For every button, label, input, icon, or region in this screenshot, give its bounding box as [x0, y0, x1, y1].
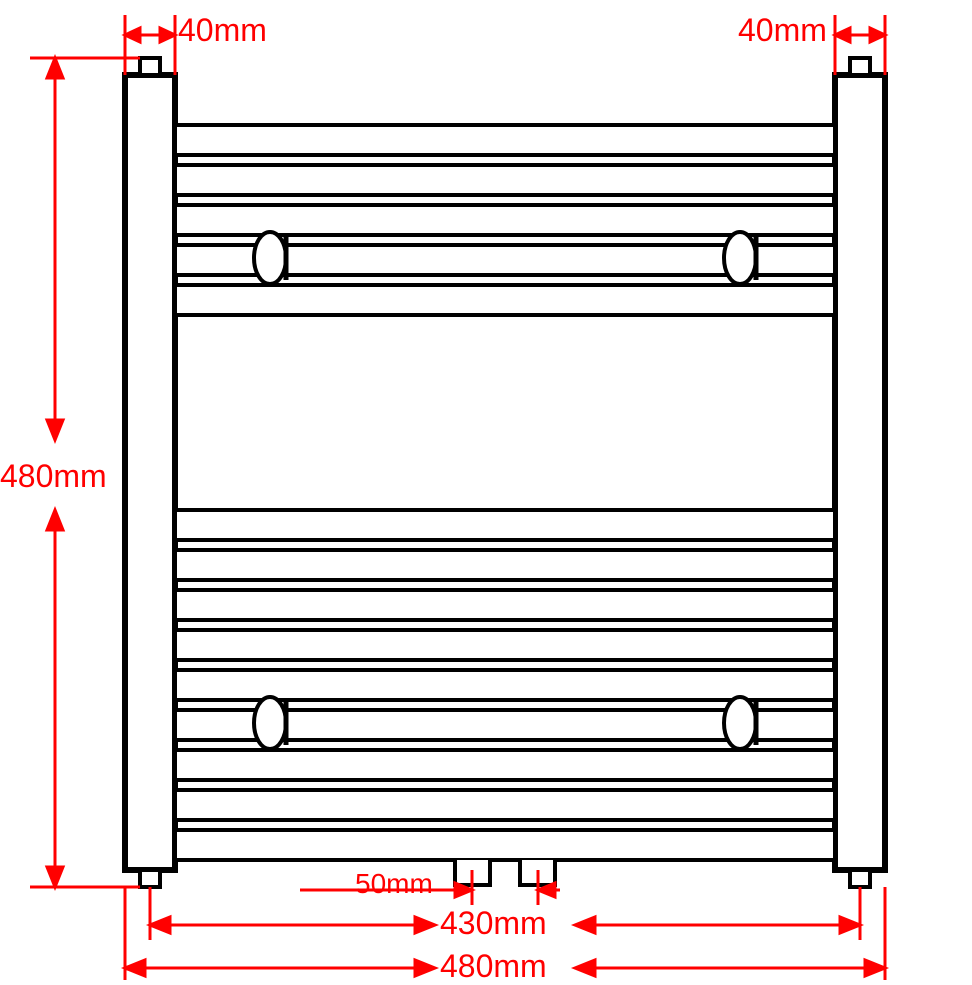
- dim-height: 480mm: [0, 458, 107, 495]
- dim-top-left: 40mm: [178, 12, 267, 49]
- radiator-body: [125, 58, 885, 887]
- dimension-drawing: [0, 0, 972, 983]
- dim-top-right: 40mm: [738, 12, 827, 49]
- dim-width-outer: 480mm: [440, 948, 547, 985]
- dim-bottom-center: 50mm: [355, 868, 433, 900]
- dim-width-inner: 430mm: [440, 905, 547, 942]
